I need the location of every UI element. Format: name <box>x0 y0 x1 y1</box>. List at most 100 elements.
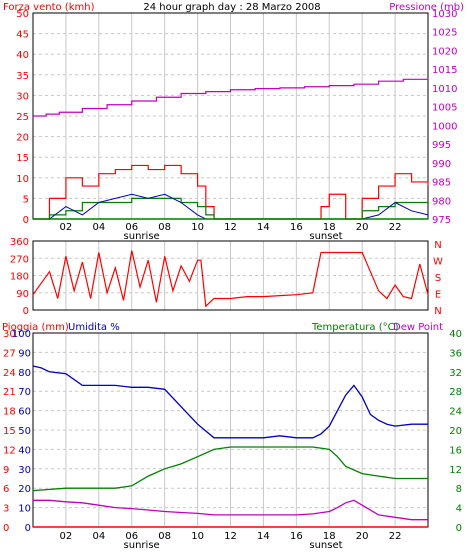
direction-ytick-2: 180 <box>10 272 29 283</box>
humidity-ytick-7: 70 <box>18 387 31 398</box>
p3-xtick-9: 20 <box>356 531 369 542</box>
compass-label-2: S <box>435 273 441 284</box>
rain-ytick-1: 3 <box>3 504 9 515</box>
humidity-ytick-9: 90 <box>18 348 31 359</box>
p1-xtick-2: 06 <box>125 222 138 233</box>
wind-direction-ticks: 0 90 180 270 360 <box>10 237 29 317</box>
p3-sunset-label: sunset <box>309 540 342 551</box>
pressure-ytick-2: 985 <box>432 178 451 189</box>
humidity-ytick-8: 80 <box>18 368 31 379</box>
temperature-ytick-7: 28 <box>449 387 462 398</box>
p3-xtick-1: 04 <box>92 531 105 542</box>
wind-ytick-6: 30 <box>16 91 29 102</box>
humidity-temperature-grid <box>33 333 428 527</box>
temperature-axis-label: Temperatura (°C) <box>311 322 399 333</box>
rain-ytick-9: 27 <box>3 348 16 359</box>
wind-direction-frame <box>32 240 429 311</box>
pressure-axis-label: Pressione (mb) <box>389 2 464 13</box>
rain-ytick-3: 9 <box>3 465 9 476</box>
pressure-ytick-5: 1000 <box>432 121 457 132</box>
compass-label-1: W <box>433 257 443 268</box>
p1-xtick-6: 14 <box>257 222 270 233</box>
compass-label-0: N <box>434 240 441 251</box>
p3-sunrise-label: sunrise <box>124 540 160 551</box>
temperature-ytick-1: 4 <box>456 504 462 515</box>
temperature-ytick-9: 36 <box>449 348 462 359</box>
wind-ytick-8: 40 <box>16 50 29 61</box>
p1-xtick-4: 10 <box>191 222 204 233</box>
humidity-temperature-marks <box>32 365 428 528</box>
temperature-ytick-2: 8 <box>456 484 462 495</box>
humidity-axis-label: Umidita % <box>68 322 120 333</box>
rain-ytick-0: 0 <box>3 523 9 534</box>
temperature-ytick-10: 40 <box>449 329 462 340</box>
p3-xtick-6: 14 <box>257 531 270 542</box>
direction-ytick-1: 90 <box>16 289 29 300</box>
rain-ytick-2: 6 <box>3 484 9 495</box>
pressure-ytick-8: 1015 <box>432 65 457 76</box>
humidity-ytick-2: 20 <box>18 484 31 495</box>
wind-ytick-5: 25 <box>16 112 29 123</box>
humidity-ytick-10: 100 <box>12 329 31 340</box>
temperature-ytick-8: 32 <box>449 368 462 379</box>
rain-ytick-8: 24 <box>3 368 16 379</box>
wind-ytick-1: 5 <box>23 194 29 205</box>
pressure-ytick-0: 975 <box>432 215 451 226</box>
humidity-temperature-ticks: 0369121518212427300102030405060708090100… <box>3 329 462 551</box>
temperature-ytick-3: 12 <box>449 465 462 476</box>
p1-xtick-10: 22 <box>389 222 402 233</box>
direction-ytick-0: 0 <box>23 306 29 317</box>
p1-xtick-3: 08 <box>158 222 171 233</box>
humidity-temperature-panel: 0369121518212427300102030405060708090100… <box>3 329 462 551</box>
compass-label-4: N <box>434 306 441 317</box>
direction-ytick-3: 270 <box>10 254 29 265</box>
temperature-ytick-0: 0 <box>456 523 462 534</box>
rain-ytick-6: 18 <box>3 407 16 418</box>
pressure-ytick-1: 980 <box>432 196 451 207</box>
p3-xtick-2: 06 <box>125 531 138 542</box>
humidity-ytick-0: 0 <box>25 523 31 534</box>
p1-xtick-9: 20 <box>356 222 369 233</box>
temperature-ytick-5: 20 <box>449 426 462 437</box>
humidity-line <box>32 365 428 439</box>
p3-xtick-0: 02 <box>60 531 73 542</box>
rain-ytick-10: 30 <box>3 329 16 340</box>
dewpoint-axis-label: Dew Point <box>393 322 443 333</box>
wind-direction-marks <box>32 250 429 308</box>
temperature-line <box>32 446 428 492</box>
wind-ytick-3: 15 <box>16 153 29 164</box>
humidity-ytick-3: 30 <box>18 465 31 476</box>
pressure-ytick-4: 995 <box>432 140 451 151</box>
p1-xtick-5: 12 <box>224 222 237 233</box>
pressure-ytick-6: 1005 <box>432 103 457 114</box>
wind-ytick-9: 45 <box>16 30 29 41</box>
pressure-line <box>33 78 429 117</box>
p1-xtick-1: 04 <box>92 222 105 233</box>
rain-ytick-4: 12 <box>3 445 16 456</box>
compass-label-3: E <box>435 290 441 301</box>
wind-pressure-ticks: 0510152025303540455097598098599099510001… <box>16 9 457 242</box>
wind-pressure-panel: 0510152025303540455097598098599099510001… <box>16 9 457 242</box>
wind-axis-label: Forza vento (kmh) <box>3 2 95 13</box>
p3-xtick-5: 12 <box>224 531 237 542</box>
p3-xtick-7: 16 <box>290 531 303 542</box>
p1-xtick-8: 18 <box>323 222 336 233</box>
pressure-ytick-7: 1010 <box>432 84 457 95</box>
p1-sunrise-label: sunrise <box>124 231 160 242</box>
humidity-ytick-1: 10 <box>18 504 31 515</box>
wind-ytick-0: 0 <box>23 215 29 226</box>
chart-title: 24 hour graph day : 28 Marzo 2008 <box>143 2 320 13</box>
p1-xtick-7: 16 <box>290 222 303 233</box>
humidity-ytick-5: 50 <box>18 426 31 437</box>
p3-xtick-8: 18 <box>323 531 336 542</box>
pressure-ytick-9: 1020 <box>432 46 457 57</box>
p3-xtick-4: 10 <box>191 531 204 542</box>
wind-ytick-7: 35 <box>16 71 29 82</box>
temperature-ytick-4: 16 <box>449 445 462 456</box>
pressure-ytick-11: 1030 <box>432 9 457 20</box>
wind-mean-line <box>33 197 428 220</box>
